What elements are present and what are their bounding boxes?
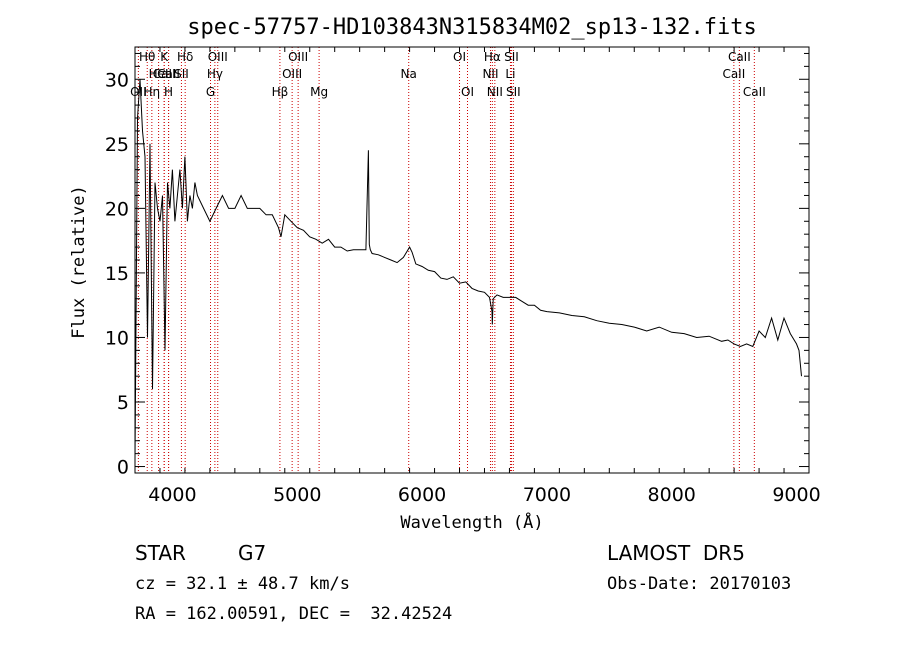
spectral-line-label: Hθ (139, 50, 155, 64)
y-tick-label: 10 (105, 327, 129, 349)
object-subclass: G7 (238, 541, 267, 565)
spectral-line-label: Hδ (177, 50, 193, 64)
spectral-line-label: CaII (728, 50, 751, 64)
spectral-line-label: H (164, 85, 173, 99)
y-tick-label: 25 (105, 134, 129, 156)
y-axis-ticks: 0 5 10 15 20 25 30 (105, 52, 809, 479)
spectral-line-label: OI (453, 50, 466, 64)
spectral-line-label: Hα (484, 50, 501, 64)
y-tick-label: 0 (117, 457, 129, 479)
spectral-line-label: Hβ (272, 85, 289, 99)
spectral-line-label: OIII (288, 50, 308, 64)
spectral-line-label: OIII (282, 67, 302, 81)
spectral-line-label: CaII (743, 85, 766, 99)
spectral-line-label: NII (482, 67, 498, 81)
chart-title: spec-57757-HD103843N315834M02_sp13-132.f… (187, 15, 757, 40)
spectral-line-label: Na (401, 67, 417, 81)
y-tick-label: 20 (105, 198, 129, 220)
spectral-line-label: Hγ (207, 67, 223, 81)
spectral-line-label: Mg (310, 85, 328, 99)
coordinates: RA = 162.00591, DEC = 32.42524 (135, 604, 453, 624)
y-tick-label: 5 (117, 392, 129, 414)
spectral-line-label: OI (461, 85, 474, 99)
spectral-line-label: CaII (157, 67, 180, 81)
spectral-line-label: G (206, 85, 215, 99)
spectrum-line (134, 79, 802, 461)
spectral-line-label: SII (174, 67, 189, 81)
x-axis-label: Wavelength (Å) (400, 511, 543, 533)
x-tick-label: 9000 (772, 484, 820, 506)
x-tick-label: 7000 (523, 484, 571, 506)
y-tick-label: 15 (105, 263, 129, 285)
y-tick-label: 30 (105, 69, 129, 91)
spectral-line-label: Hη (144, 85, 161, 99)
spectral-line-label: CaII (153, 67, 176, 81)
plot-frame (134, 46, 810, 474)
redshift-velocity: cz = 32.1 ± 48.7 km/s (135, 574, 350, 594)
x-tick-label: 5000 (273, 484, 321, 506)
x-tick-label: 4000 (148, 484, 196, 506)
survey-name: LAMOST DR5 (607, 541, 745, 565)
spectral-line-label: NII (487, 85, 503, 99)
spectral-line-label: SII (504, 50, 519, 64)
spectral-line-label: HeI (149, 67, 169, 81)
x-tick-label: 8000 (648, 484, 696, 506)
object-class: STAR (135, 541, 186, 565)
y-axis-label: Flux (relative) (69, 185, 89, 339)
spectral-line-label: CaII (722, 67, 745, 81)
spectral-line-markers (137, 47, 755, 473)
spectral-line-label: OIII (208, 50, 228, 64)
spectral-line-label: K (160, 50, 169, 64)
spectral-line-label: Li (505, 67, 515, 81)
observation-date: Obs-Date: 20170103 (607, 574, 792, 594)
x-axis-ticks: 4000 5000 6000 7000 8000 9000 (134, 47, 821, 506)
x-tick-label: 6000 (398, 484, 446, 506)
spectral-line-label: SII (506, 85, 521, 99)
